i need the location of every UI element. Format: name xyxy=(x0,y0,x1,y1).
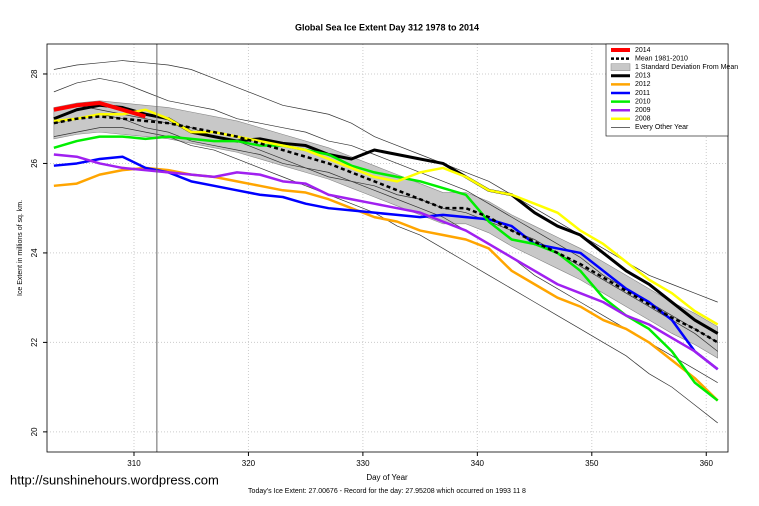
legend-label: 2009 xyxy=(635,107,651,114)
legend-label: 2012 xyxy=(635,81,651,88)
legend-label: 1 Standard Deviation From Mean xyxy=(635,64,738,71)
x-tick-label: 360 xyxy=(700,459,714,468)
x-axis-label: Day of Year xyxy=(366,473,408,482)
legend-label: 2013 xyxy=(635,73,651,80)
footer-note: Today's Ice Extent: 27.00676 - Record fo… xyxy=(248,488,526,495)
legend-label: Every Other Year xyxy=(635,124,689,131)
legend-label: 2008 xyxy=(635,116,651,123)
y-tick-label: 24 xyxy=(30,248,39,257)
other-year-line xyxy=(53,78,718,343)
series-line xyxy=(53,166,719,402)
watermark: http://sunshinehours.wordpress.com xyxy=(10,472,219,487)
legend-label: 2010 xyxy=(635,98,651,105)
x-tick-label: 350 xyxy=(585,459,599,468)
x-tick-label: 310 xyxy=(127,459,141,468)
series-line xyxy=(53,135,719,402)
other-year-line xyxy=(53,104,718,383)
y-tick-label: 20 xyxy=(30,427,39,436)
series-line xyxy=(53,108,719,326)
other-year-line xyxy=(53,60,718,303)
x-tick-label: 320 xyxy=(242,459,256,468)
x-tick-label: 340 xyxy=(471,459,485,468)
sd-band xyxy=(53,100,718,359)
x-tick-label: 330 xyxy=(356,459,370,468)
series-line xyxy=(53,115,719,344)
series-line xyxy=(53,153,719,371)
legend-swatch xyxy=(610,63,631,71)
y-tick-label: 28 xyxy=(30,69,39,78)
legend-label: Mean 1981-2010 xyxy=(635,55,688,62)
plot-frame xyxy=(46,43,729,453)
y-tick-label: 26 xyxy=(30,158,39,167)
y-tick-label: 22 xyxy=(30,337,39,346)
legend-label: 2014 xyxy=(635,47,651,54)
y-axis-label: Ice Extent in millions of sq. km. xyxy=(17,200,24,296)
other-year-line xyxy=(53,113,718,352)
legend-label: 2011 xyxy=(635,90,650,97)
chart-title: Global Sea Ice Extent Day 312 1978 to 20… xyxy=(295,22,479,32)
series-line xyxy=(53,101,146,119)
